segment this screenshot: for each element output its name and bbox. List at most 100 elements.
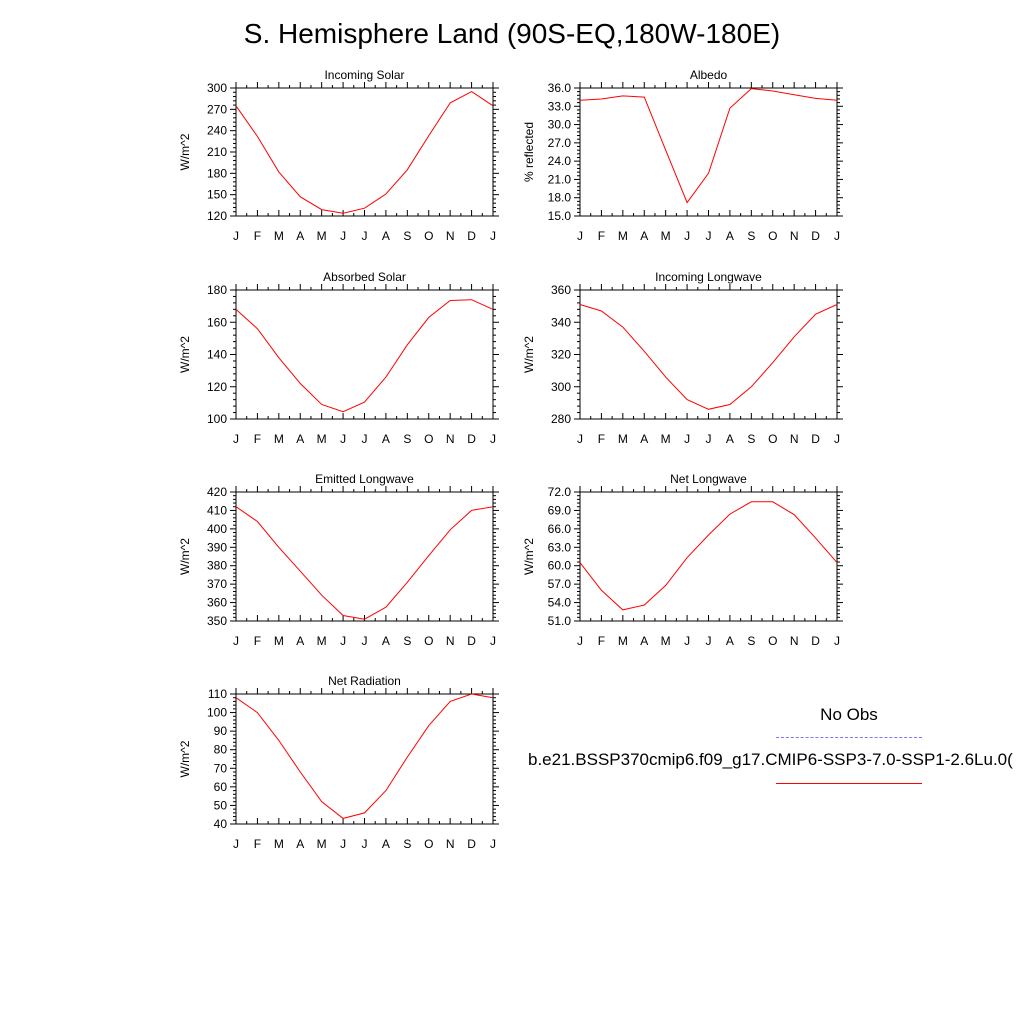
x-tick-label: N <box>446 229 455 243</box>
y-tick-label: 100 <box>207 412 227 426</box>
x-tick-label: O <box>768 634 777 648</box>
y-tick-label: 210 <box>207 145 227 159</box>
x-tick-label: A <box>640 634 648 648</box>
x-tick-label: N <box>790 432 799 446</box>
x-tick-label: M <box>317 432 327 446</box>
x-tick-label: M <box>274 432 284 446</box>
series-line <box>579 88 838 204</box>
y-tick-label: 70 <box>214 761 228 775</box>
y-tick-label: 390 <box>207 540 227 554</box>
x-tick-label: O <box>768 432 777 446</box>
x-tick-label: J <box>233 432 239 446</box>
x-tick-label: F <box>598 432 605 446</box>
series-line <box>235 91 494 214</box>
x-tick-label: A <box>726 229 734 243</box>
x-tick-label: O <box>424 432 433 446</box>
x-tick-label: J <box>834 432 840 446</box>
x-tick-label: A <box>296 837 304 851</box>
series-line <box>579 501 838 611</box>
y-axis-label: W/m^2 <box>178 538 192 575</box>
x-tick-label: J <box>233 229 239 243</box>
plot-frame <box>235 693 494 825</box>
y-axis-label: W/m^2 <box>522 538 536 575</box>
x-tick-label: O <box>424 837 433 851</box>
y-tick-label: 27.0 <box>548 136 572 150</box>
x-tick-label: J <box>706 634 712 648</box>
x-tick-label: A <box>382 229 390 243</box>
y-tick-label: 180 <box>207 166 227 180</box>
y-tick-label: 57.0 <box>548 577 572 591</box>
y-tick-label: 350 <box>207 614 227 628</box>
x-tick-label: M <box>274 229 284 243</box>
y-tick-label: 90 <box>214 724 228 738</box>
x-tick-label: A <box>382 837 390 851</box>
x-tick-label: A <box>640 432 648 446</box>
y-tick-label: 100 <box>207 706 227 720</box>
plot-frame <box>579 289 838 420</box>
y-tick-label: 340 <box>551 315 571 329</box>
x-tick-label: S <box>403 432 411 446</box>
x-tick-label: J <box>684 432 690 446</box>
x-tick-label: S <box>747 634 755 648</box>
x-tick-label: J <box>233 634 239 648</box>
chart-title: Albedo <box>690 68 728 82</box>
x-tick-label: M <box>618 229 628 243</box>
y-tick-label: 50 <box>214 798 228 812</box>
x-tick-label: F <box>254 432 261 446</box>
x-tick-label: F <box>254 229 261 243</box>
y-tick-label: 270 <box>207 102 227 116</box>
x-tick-label: J <box>490 229 496 243</box>
x-tick-label: D <box>467 432 476 446</box>
y-tick-label: 410 <box>207 503 227 517</box>
x-tick-label: M <box>661 432 671 446</box>
y-axis-label: W/m^2 <box>178 133 192 170</box>
x-tick-label: A <box>726 432 734 446</box>
x-tick-label: J <box>340 837 346 851</box>
x-tick-label: S <box>403 837 411 851</box>
x-tick-label: J <box>834 229 840 243</box>
y-tick-label: 160 <box>207 315 227 329</box>
x-tick-label: N <box>790 229 799 243</box>
x-tick-label: J <box>362 634 368 648</box>
y-tick-label: 110 <box>208 687 227 701</box>
x-tick-label: A <box>296 634 304 648</box>
x-tick-label: N <box>790 634 799 648</box>
x-tick-label: J <box>577 432 583 446</box>
x-tick-label: D <box>811 432 820 446</box>
y-tick-label: 120 <box>207 209 227 223</box>
x-tick-label: F <box>254 634 261 648</box>
y-tick-label: 21.0 <box>548 172 572 186</box>
y-tick-label: 360 <box>551 283 571 297</box>
x-tick-label: J <box>490 432 496 446</box>
plot-frame <box>235 491 494 622</box>
x-tick-label: D <box>811 229 820 243</box>
x-tick-label: S <box>403 229 411 243</box>
x-tick-label: F <box>254 837 261 851</box>
chart-title: Emitted Longwave <box>315 472 414 486</box>
page-title: S. Hemisphere Land (90S-EQ,180W-180E) <box>243 18 781 49</box>
x-tick-label: A <box>296 229 304 243</box>
y-tick-label: 18.0 <box>548 191 572 205</box>
series-line <box>579 304 838 410</box>
plot-frame <box>235 87 494 217</box>
x-tick-label: F <box>598 634 605 648</box>
y-tick-label: 24.0 <box>548 154 572 168</box>
x-tick-label: J <box>233 837 239 851</box>
y-tick-label: 72.0 <box>548 485 572 499</box>
y-tick-label: 30.0 <box>548 118 572 132</box>
chart-title: Incoming Longwave <box>655 270 762 284</box>
x-tick-label: D <box>467 837 476 851</box>
x-tick-label: A <box>296 432 304 446</box>
y-tick-label: 300 <box>551 380 571 394</box>
x-tick-label: J <box>340 229 346 243</box>
x-tick-label: J <box>706 229 712 243</box>
x-tick-label: J <box>490 837 496 851</box>
y-tick-label: 60.0 <box>548 559 572 573</box>
y-axis-label: W/m^2 <box>178 336 192 373</box>
x-tick-label: F <box>598 229 605 243</box>
x-tick-label: N <box>446 837 455 851</box>
